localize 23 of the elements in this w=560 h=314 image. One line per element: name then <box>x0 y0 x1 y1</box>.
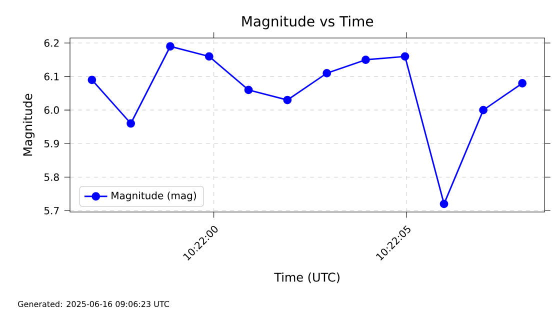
point <box>322 68 332 78</box>
point <box>88 76 96 84</box>
text: Generated: 2025-06-16 09:06:23 UTC <box>18 300 170 308</box>
y-axis-title: Magnitude <box>22 94 35 156</box>
x-axis-title: Time (UTC) <box>274 272 340 284</box>
y-tick-label: 5.8 <box>44 173 59 181</box>
point <box>244 86 253 94</box>
legend-label: Magnitude (mag) <box>112 192 196 202</box>
y-tick-label: 5.9 <box>44 140 59 148</box>
point <box>518 79 527 88</box>
point <box>204 52 214 61</box>
y-tick-label: 5.7 <box>44 206 59 214</box>
chart-title: Magnitude vs Time <box>242 16 374 30</box>
point <box>400 52 410 61</box>
y-tick-label: 6.1 <box>44 72 59 80</box>
y-tick-label: 6.2 <box>44 39 59 47</box>
point <box>479 106 488 114</box>
point <box>362 56 370 64</box>
point <box>166 42 174 51</box>
y-tick-label: 6.0 <box>44 106 59 114</box>
point <box>126 119 136 128</box>
point <box>283 96 292 104</box>
point <box>440 200 448 208</box>
